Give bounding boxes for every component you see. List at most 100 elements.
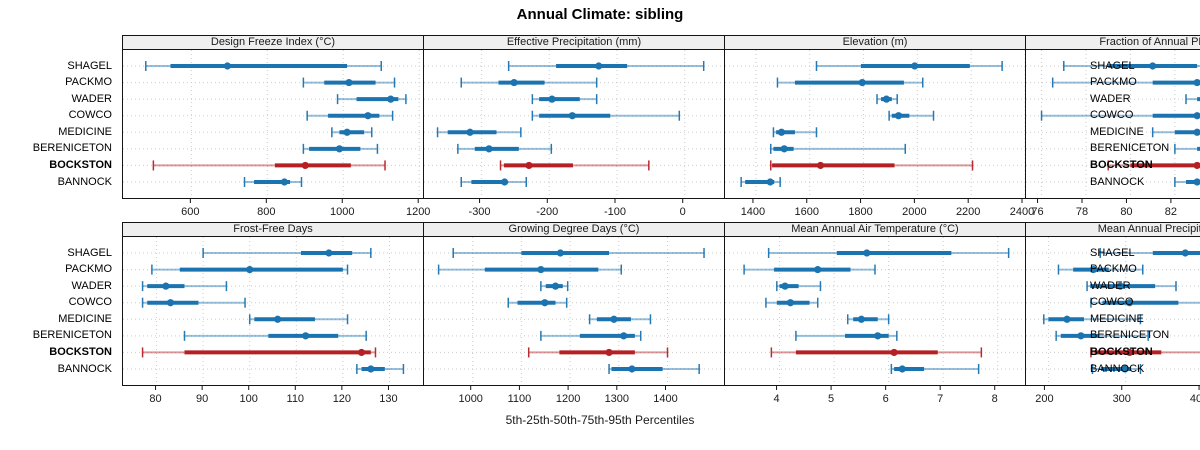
median-dot — [510, 78, 518, 87]
median-dot — [162, 282, 170, 290]
percentile-range-bockston — [527, 347, 669, 358]
panel: Mean Annual Precipitation (mm) — [1025, 222, 1200, 386]
axis-tick-label: -100 — [604, 206, 626, 218]
median-dot — [551, 282, 560, 290]
percentile-range-bereniceton — [540, 330, 642, 341]
axis-tick-label: 8 — [992, 393, 998, 405]
median-dot — [874, 332, 882, 340]
median-dot — [628, 365, 636, 373]
station-label: SHAGEL — [1090, 246, 1135, 259]
axis-tick-label: 2000 — [902, 206, 926, 218]
panel-canvas — [123, 237, 423, 385]
percentile-range-bereniceton — [183, 330, 367, 341]
median-dot — [1121, 365, 1129, 373]
panel: Effective Precipitation (mm) — [423, 35, 725, 199]
x-axis: -300 -200 -100 0 — [469, 199, 686, 218]
median-dot — [387, 95, 395, 103]
panel-plot-area — [123, 237, 423, 385]
axis-tick-label: 200 — [1035, 393, 1053, 405]
median-dot — [246, 265, 254, 274]
median-dot — [780, 145, 788, 153]
axis-tick-label: 4 — [773, 393, 779, 405]
percentile-range-bannock — [890, 364, 980, 374]
axis-tick-label: 1200 — [556, 393, 580, 405]
median-dot — [894, 112, 903, 120]
station-label: COWCO — [68, 296, 112, 309]
percentile-range-bannock — [1091, 364, 1142, 374]
median-dot — [166, 299, 175, 307]
percentile-range-medicine — [436, 127, 522, 138]
median-dot — [781, 282, 789, 290]
station-label: COWCO — [68, 109, 112, 122]
panel-strip: Design Freeze Index (°C) — [123, 36, 423, 50]
panel-row: Design Freeze Index (°C) Effective Precip… — [122, 35, 1200, 199]
panel-canvas — [1026, 237, 1200, 385]
panel-plot-area — [1026, 237, 1200, 385]
median-dot — [1089, 265, 1097, 274]
axis-tick-label: 90 — [196, 393, 208, 405]
station-label: WADER — [71, 92, 112, 105]
median-dot — [1063, 315, 1071, 323]
station-label: BANNOCK — [57, 175, 112, 188]
percentile-range-packmo — [437, 264, 622, 275]
percentile-range-cowco — [1040, 110, 1200, 121]
median-dot — [500, 178, 509, 186]
axis-tick-label: 800 — [257, 206, 275, 218]
axis-tick-label: 130 — [379, 393, 397, 405]
median-dot — [548, 95, 556, 103]
x-axis-caption: 5th-25th-50th-75th-95th Percentiles — [505, 413, 695, 427]
station-label: MEDICINE — [58, 125, 112, 138]
panel-plot-area — [123, 50, 423, 198]
median-dot — [364, 112, 372, 120]
percentile-range-wader — [336, 94, 407, 105]
station-label: BERENICETON — [1090, 142, 1170, 155]
panel-canvas — [725, 50, 1025, 198]
percentile-range-bereniceton — [457, 143, 553, 154]
percentile-range-cowco — [888, 110, 935, 121]
axis-tick-label: 600 — [181, 206, 199, 218]
percentile-range-bannock — [243, 177, 303, 187]
station-label: BOCKSTON — [1090, 345, 1153, 358]
axis-tick-label: 1200 — [406, 206, 430, 218]
percentile-range-bockston — [770, 347, 983, 358]
percentile-range-packmo — [776, 77, 924, 88]
panel: Growing Degree Days (°C) — [423, 222, 725, 386]
x-axis: 4 5 6 7 8 — [773, 386, 998, 405]
panel-strip: Fraction of Annual PPT as Rain — [1026, 36, 1200, 50]
percentile-range-medicine — [846, 314, 890, 325]
x-axis: 600 800 1000 1200 — [181, 199, 430, 218]
panel-strip: Frost-Free Days — [123, 223, 423, 237]
axis-tick-label: 2200 — [956, 206, 980, 218]
median-dot — [343, 128, 351, 136]
percentile-range-bockston — [1090, 347, 1200, 358]
percentile-range-wader — [1086, 281, 1177, 292]
station-label: MEDICINE — [58, 312, 112, 325]
station-label: BANNOCK — [1090, 362, 1145, 375]
percentile-range-shagel — [507, 61, 705, 71]
median-dot — [882, 95, 891, 103]
median-dot — [1126, 348, 1134, 357]
panel: Fraction of Annual PPT as Rain — [1025, 35, 1200, 199]
median-dot — [335, 145, 344, 153]
percentile-range-bannock — [608, 364, 700, 374]
median-dot — [1181, 249, 1189, 257]
station-label: SHAGEL — [67, 59, 112, 72]
median-dot — [541, 299, 549, 307]
median-dot — [1149, 62, 1157, 70]
axis-tick-label: 6 — [883, 393, 889, 405]
median-dot — [302, 332, 310, 340]
panel-strip: Elevation (m) — [725, 36, 1025, 50]
median-dot — [1126, 299, 1134, 307]
station-label: BOCKSTON — [49, 158, 112, 171]
axis-tick-label: -300 — [469, 206, 491, 218]
percentile-range-cowco — [531, 110, 681, 121]
percentile-range-bockston — [141, 347, 377, 358]
median-dot — [814, 265, 822, 274]
panel-plot-area — [725, 237, 1025, 385]
station-label: MEDICINE — [1090, 125, 1144, 138]
station-label: BERENICETON — [32, 142, 112, 155]
station-labels-left: SHAGEL PACKMO WADER COWCO MEDICINE BERENICETO… — [0, 237, 116, 385]
station-labels-right: SHAGEL PACKMO WADER COWCO MEDICINE BERENICETO… — [1086, 237, 1198, 385]
median-dot — [1193, 178, 1200, 186]
percentile-range-medicine — [1043, 314, 1142, 325]
